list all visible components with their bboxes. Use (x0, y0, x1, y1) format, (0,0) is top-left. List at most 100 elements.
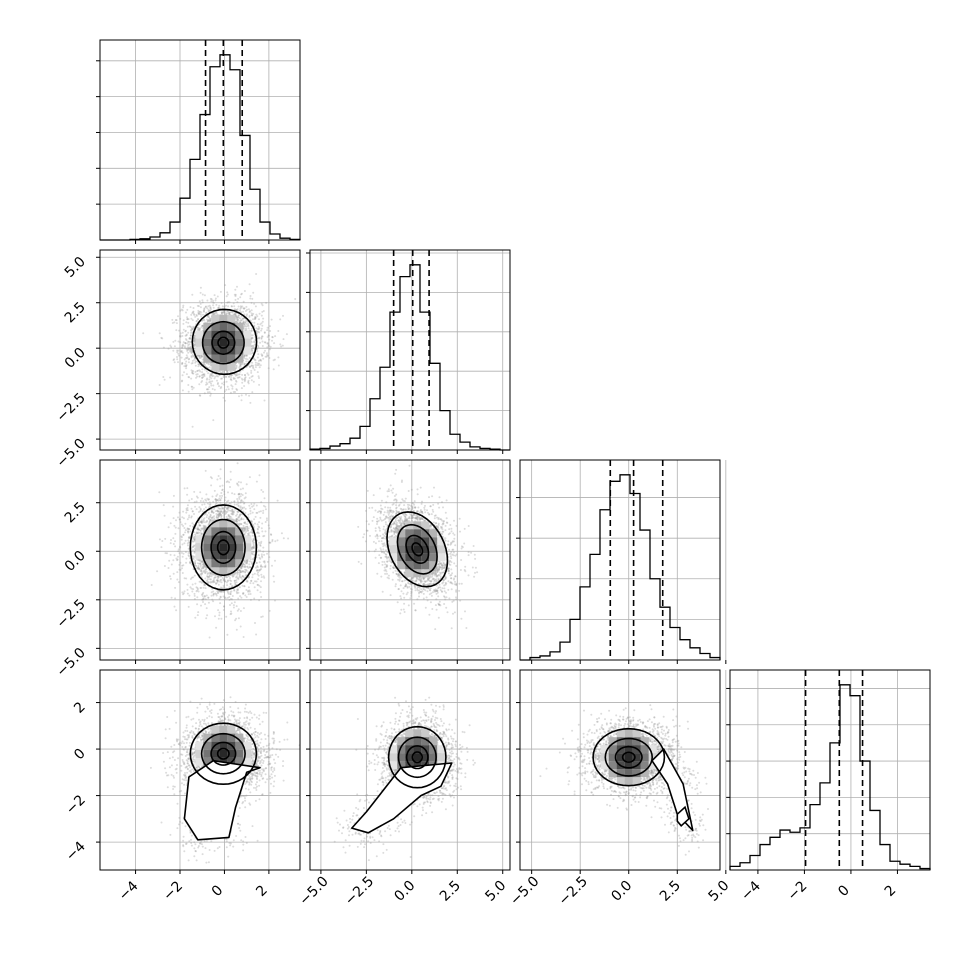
scatter-point (205, 617, 208, 620)
scatter-point (158, 332, 161, 335)
scatter-point (190, 362, 193, 365)
scatter-point (208, 378, 211, 381)
scatter-point (212, 304, 215, 307)
scatter-point (199, 365, 202, 368)
scatter-point (282, 314, 284, 317)
scatter-point (164, 537, 167, 540)
scatter-point (211, 495, 214, 498)
scatter-point (236, 285, 238, 288)
scatter-point (244, 492, 247, 495)
scatter-point (261, 304, 264, 307)
scatter-point (207, 315, 210, 318)
scatter-point (214, 312, 217, 315)
scatter-point (191, 510, 194, 513)
scatter-point (189, 347, 192, 350)
scatter-point (198, 300, 201, 303)
scatter-point (287, 537, 290, 540)
scatter-point (214, 311, 217, 314)
scatter-point (217, 306, 220, 309)
scatter-point (174, 540, 176, 543)
scatter-point (184, 334, 187, 337)
scatter-point (230, 612, 233, 615)
scatter-point (181, 543, 184, 546)
scatter-point (188, 555, 191, 558)
scatter-point (219, 387, 222, 390)
scatter-point (181, 555, 184, 558)
scatter-point (221, 305, 224, 308)
scatter-point (253, 321, 256, 324)
scatter-point (191, 590, 194, 593)
scatter-point (192, 386, 195, 389)
scatter-point (238, 586, 241, 589)
scatter-point (190, 377, 193, 380)
scatter-point (193, 339, 196, 342)
scatter-point (204, 469, 207, 472)
scatter-point (186, 316, 189, 319)
scatter-point (240, 481, 242, 484)
scatter-point (266, 346, 269, 349)
scatter-point (236, 498, 239, 500)
scatter-point (234, 295, 237, 298)
scatter-point (207, 601, 210, 604)
scatter-point (220, 617, 223, 620)
scatter-point (197, 313, 200, 316)
scatter-point (214, 615, 216, 618)
x-tick-label: 2 (882, 882, 900, 900)
scatter-point (251, 349, 254, 352)
scatter-point (182, 564, 185, 567)
scatter-point (186, 527, 189, 530)
scatter-point (247, 586, 250, 589)
scatter-point (192, 311, 195, 314)
scatter-point (177, 548, 180, 551)
scatter-point (208, 318, 211, 320)
scatter-point (195, 586, 198, 589)
histogram-step-1 (309, 264, 510, 451)
scatter-point (194, 505, 197, 508)
scatter-point (207, 310, 210, 313)
scatter-point (212, 306, 215, 309)
scatter-point (219, 477, 222, 480)
scatter-point (255, 480, 258, 483)
scatter-point (162, 346, 165, 349)
scatter-point (181, 347, 184, 349)
scatter-point (243, 501, 246, 504)
scatter-point (196, 373, 199, 376)
scatter-point (257, 353, 260, 356)
scatter-point (193, 592, 196, 595)
scatter-point (203, 373, 206, 376)
scatter-point (205, 305, 207, 308)
scatter-point (216, 493, 219, 496)
scatter-point (171, 318, 174, 321)
scatter-point (190, 369, 193, 372)
scatter-point (210, 484, 213, 487)
scatter-point (233, 500, 236, 503)
scatter-point (262, 546, 265, 549)
scatter-point (193, 358, 196, 361)
scatter-point (227, 375, 230, 378)
scatter-point (169, 553, 172, 556)
scatter-point (199, 356, 202, 359)
scatter-point (217, 375, 220, 378)
scatter-point (257, 364, 260, 367)
histogram-step-2 (520, 474, 721, 661)
scatter-point (274, 599, 276, 602)
scatter-point (256, 523, 259, 526)
scatter-point (229, 370, 232, 373)
scatter-point (234, 367, 237, 370)
scatter-point (187, 530, 189, 533)
scatter-point (207, 308, 210, 311)
scatter-point (277, 330, 280, 332)
scatter-point (185, 365, 188, 368)
scatter-point (256, 364, 259, 367)
scatter-point (182, 344, 185, 347)
scatter-point (248, 283, 251, 286)
scatter-point (226, 293, 229, 296)
scatter-point (201, 595, 204, 598)
scatter-point (199, 587, 202, 589)
y-tick-label: −2.5 (53, 596, 88, 631)
scatter-point (258, 541, 261, 544)
scatter-point (199, 508, 202, 511)
scatter-point (241, 381, 244, 384)
scatter-point (189, 329, 192, 332)
